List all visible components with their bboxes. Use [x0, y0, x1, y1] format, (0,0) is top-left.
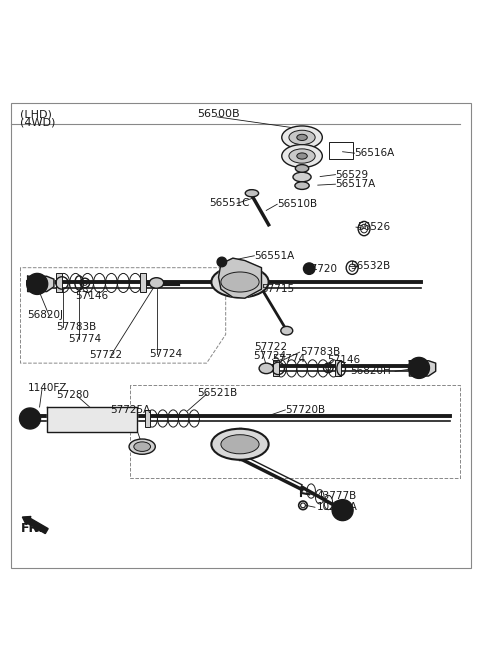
- Bar: [274, 361, 279, 377]
- Ellipse shape: [293, 172, 311, 182]
- Text: 56517A: 56517A: [336, 179, 376, 189]
- Text: 56510B: 56510B: [277, 199, 317, 209]
- Circle shape: [32, 278, 43, 290]
- Text: 43777B: 43777B: [316, 491, 357, 501]
- Text: 56526: 56526: [357, 222, 390, 232]
- Circle shape: [20, 408, 40, 429]
- Circle shape: [303, 263, 315, 274]
- Ellipse shape: [282, 145, 323, 167]
- Ellipse shape: [129, 439, 156, 454]
- Text: 56521B: 56521B: [197, 388, 237, 398]
- Polygon shape: [409, 361, 436, 376]
- Bar: [329, 142, 353, 159]
- Bar: [140, 274, 145, 292]
- Text: 57783B: 57783B: [300, 347, 341, 357]
- Bar: [56, 274, 61, 292]
- Text: 1022AA: 1022AA: [316, 502, 357, 512]
- Ellipse shape: [289, 149, 315, 163]
- Text: 56820H: 56820H: [350, 366, 391, 376]
- Circle shape: [217, 257, 227, 267]
- Circle shape: [24, 413, 36, 424]
- Text: 56820J: 56820J: [28, 310, 64, 320]
- Circle shape: [27, 274, 48, 294]
- Text: FR.: FR.: [21, 522, 44, 535]
- Circle shape: [408, 357, 430, 379]
- Text: 57724: 57724: [149, 349, 182, 359]
- Text: 57774: 57774: [273, 355, 306, 365]
- Ellipse shape: [211, 266, 269, 298]
- Text: 57720B: 57720B: [285, 405, 325, 415]
- Ellipse shape: [221, 435, 259, 454]
- Text: 57715: 57715: [262, 284, 295, 294]
- Bar: [144, 410, 150, 427]
- Text: 56529: 56529: [336, 170, 369, 180]
- Text: 56551A: 56551A: [254, 251, 295, 261]
- Circle shape: [337, 504, 348, 516]
- Text: 57720: 57720: [304, 264, 337, 274]
- Polygon shape: [28, 276, 54, 292]
- Text: 57722: 57722: [90, 350, 123, 360]
- Circle shape: [413, 362, 425, 373]
- Ellipse shape: [134, 442, 151, 452]
- Ellipse shape: [149, 278, 164, 288]
- Ellipse shape: [297, 134, 307, 140]
- Text: (4WD): (4WD): [21, 117, 56, 127]
- Text: 57774: 57774: [68, 334, 101, 345]
- Text: 57725A: 57725A: [110, 405, 150, 415]
- Circle shape: [332, 500, 353, 520]
- Ellipse shape: [211, 429, 269, 460]
- Text: 56500B: 56500B: [197, 109, 240, 119]
- Text: 56532B: 56532B: [350, 262, 390, 271]
- Ellipse shape: [245, 190, 259, 197]
- Bar: [336, 361, 341, 377]
- Text: 57146: 57146: [75, 291, 108, 301]
- Ellipse shape: [259, 363, 274, 373]
- Ellipse shape: [289, 130, 315, 145]
- Text: 1140FZ: 1140FZ: [28, 383, 67, 393]
- Text: 56516A: 56516A: [355, 148, 395, 158]
- Ellipse shape: [297, 153, 307, 159]
- Text: 57724: 57724: [253, 351, 287, 361]
- Polygon shape: [47, 407, 137, 432]
- Ellipse shape: [221, 272, 259, 292]
- Ellipse shape: [281, 326, 293, 335]
- Ellipse shape: [295, 182, 309, 189]
- Ellipse shape: [282, 126, 323, 149]
- Text: 56551C: 56551C: [209, 198, 250, 208]
- Ellipse shape: [295, 165, 309, 172]
- Text: 57722: 57722: [254, 343, 288, 353]
- Text: (LHD): (LHD): [21, 109, 52, 119]
- Text: 57783B: 57783B: [56, 322, 96, 332]
- Text: 57280: 57280: [56, 390, 89, 400]
- Text: 57146: 57146: [327, 355, 360, 365]
- FancyArrow shape: [23, 516, 48, 534]
- Polygon shape: [218, 258, 262, 298]
